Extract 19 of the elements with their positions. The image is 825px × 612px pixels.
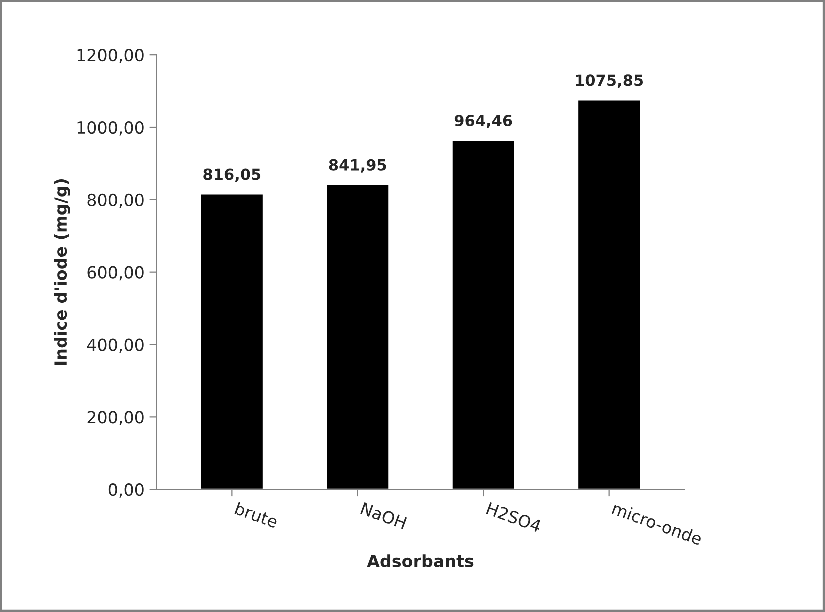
y-tick-label: 0,00 bbox=[108, 484, 144, 498]
bar bbox=[577, 99, 642, 490]
x-tick-label: NaOH bbox=[360, 502, 408, 530]
x-axis-title: Adsorbants bbox=[367, 554, 474, 568]
y-tick-label: 400,00 bbox=[87, 338, 144, 354]
bar bbox=[200, 193, 264, 490]
y-tick-label: 800,00 bbox=[88, 194, 144, 208]
y-axis-title: Indice d'iode (mg/g) bbox=[54, 180, 70, 366]
data-label: 964,46 bbox=[454, 115, 512, 128]
y-tick-label: 1000,00 bbox=[78, 121, 144, 136]
x-tick-label: brute bbox=[234, 502, 279, 529]
data-label: 1075,85 bbox=[576, 74, 644, 88]
data-label: 816,05 bbox=[204, 168, 261, 182]
data-label: 841,95 bbox=[329, 159, 386, 173]
y-tick-label: 1200,00 bbox=[78, 49, 144, 64]
bar bbox=[326, 184, 390, 490]
y-tick-label: 200,00 bbox=[88, 411, 144, 426]
y-tick-label: 600,00 bbox=[88, 266, 144, 281]
bar bbox=[451, 140, 516, 490]
